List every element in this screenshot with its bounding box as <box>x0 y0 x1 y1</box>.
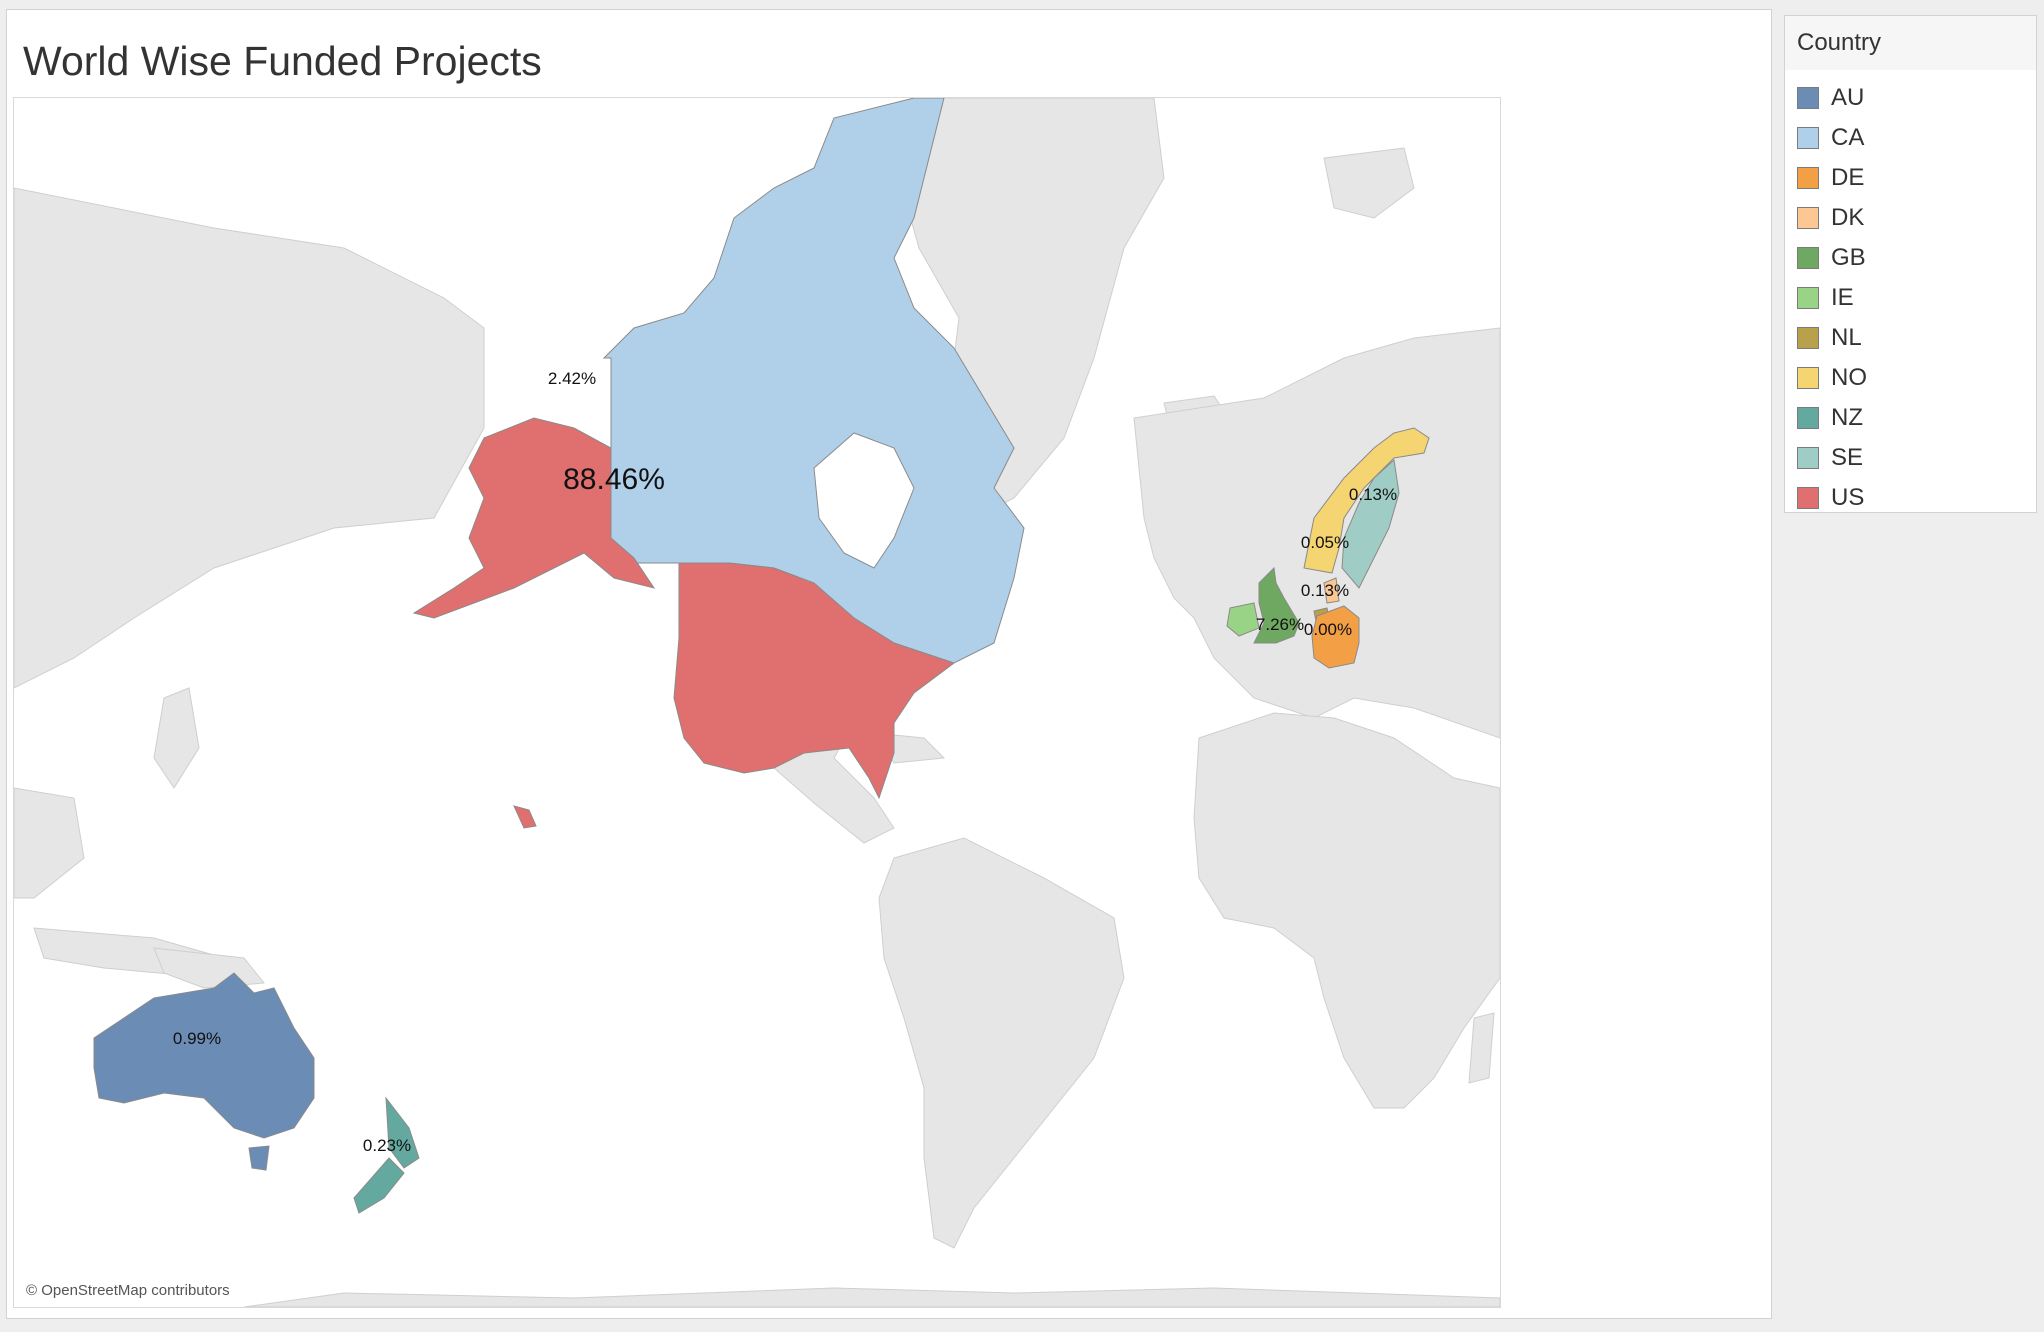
legend-swatch <box>1797 447 1819 469</box>
dashboard-title: World Wise Funded Projects <box>23 38 542 84</box>
map-label-ca: 2.42% <box>548 369 596 388</box>
map-label-nz: 0.23% <box>363 1136 411 1155</box>
map-label-se: 0.13% <box>1349 485 1397 504</box>
map-canvas[interactable]: 88.46% 2.42% 7.26% 0.00% 0.13% 0.05% 0.1… <box>14 98 1500 1307</box>
legend-swatch <box>1797 407 1819 429</box>
country-shape-nz[interactable] <box>385 1096 420 1169</box>
country-shape-us-alaska[interactable] <box>412 417 656 619</box>
legend-label: DK <box>1831 204 1865 231</box>
legend-item[interactable]: IE <box>1797 278 2036 318</box>
country-shape-au[interactable] <box>93 972 315 1139</box>
country-shapes[interactable] <box>93 98 1430 1214</box>
legend-item[interactable]: US <box>1797 478 2036 518</box>
africa-shape <box>1193 712 1500 1109</box>
legend-label: IE <box>1831 284 1854 311</box>
legend-label: AU <box>1831 84 1865 111</box>
legend-label: NO <box>1831 364 1867 391</box>
country-shape-us[interactable] <box>673 562 956 800</box>
legend-item[interactable]: GB <box>1797 238 2036 278</box>
antarctica-edge-shape <box>243 1287 1500 1307</box>
legend-item[interactable]: SE <box>1797 438 2036 478</box>
legend-swatch <box>1797 487 1819 509</box>
country-shape-dk[interactable] <box>1323 577 1340 604</box>
legend-label: US <box>1831 484 1865 511</box>
legend-swatch <box>1797 87 1819 109</box>
country-shape-se[interactable] <box>1341 459 1400 589</box>
legend-label: GB <box>1831 244 1866 271</box>
legend-item[interactable]: DE <box>1797 158 2036 198</box>
map-attribution[interactable]: © OpenStreetMap contributors <box>20 1280 236 1301</box>
map-view[interactable]: 88.46% 2.42% 7.26% 0.00% 0.13% 0.05% 0.1… <box>13 97 1501 1308</box>
legend-item[interactable]: AU <box>1797 78 2036 118</box>
north-asia-shape <box>14 187 485 689</box>
map-label-dk: 0.13% <box>1301 581 1349 600</box>
south-america-shape <box>878 837 1125 1249</box>
map-label-au: 0.99% <box>173 1029 221 1048</box>
hudson-bay-shape <box>813 432 915 569</box>
southeast-asia-shape <box>14 787 85 899</box>
country-shape-no[interactable] <box>1303 427 1430 574</box>
map-label-de: 0.00% <box>1304 620 1352 639</box>
map-label-us: 88.46% <box>563 463 665 496</box>
country-shape-de[interactable] <box>1311 605 1360 669</box>
legend-label: DE <box>1831 164 1865 191</box>
legend-swatch <box>1797 167 1819 189</box>
legend-item[interactable]: DK <box>1797 198 2036 238</box>
japan-shape <box>153 687 200 789</box>
country-shape-ie[interactable] <box>1226 602 1260 637</box>
legend-swatch <box>1797 127 1819 149</box>
legend-label: SE <box>1831 444 1864 471</box>
country-shape-au-tasmania[interactable] <box>248 1145 270 1171</box>
dashboard: World Wise Funded Projects <box>6 9 1772 1319</box>
legend-swatch <box>1797 287 1819 309</box>
legend-swatch <box>1797 247 1819 269</box>
map-value-labels: 88.46% 2.42% 7.26% 0.00% 0.13% 0.05% 0.1… <box>173 369 1397 1155</box>
legend-list: AU CA DE DK GB IE NL NO NZ SE US <box>1785 70 2036 518</box>
legend-swatch <box>1797 327 1819 349</box>
legend-label: NL <box>1831 324 1862 351</box>
madagascar-shape <box>1468 1012 1495 1084</box>
legend-swatch <box>1797 207 1819 229</box>
legend-swatch <box>1797 367 1819 389</box>
legend-item[interactable]: CA <box>1797 118 2036 158</box>
map-label-gb: 7.26% <box>1256 615 1304 634</box>
legend-title: Country <box>1785 16 2036 70</box>
legend-label: NZ <box>1831 404 1863 431</box>
legend-item[interactable]: NL <box>1797 318 2036 358</box>
legend-label: CA <box>1831 124 1865 151</box>
country-shape-nz-south[interactable] <box>353 1157 405 1214</box>
legend-item[interactable]: NO <box>1797 358 2036 398</box>
legend-item[interactable]: NZ <box>1797 398 2036 438</box>
svalbard-shape <box>1323 147 1415 219</box>
country-shape-us-hawaii[interactable] <box>513 805 537 829</box>
map-label-no: 0.05% <box>1301 533 1349 552</box>
country-legend[interactable]: Country AU CA DE DK GB IE NL NO NZ SE US <box>1784 15 2037 513</box>
country-shape-gb[interactable] <box>1253 566 1300 644</box>
